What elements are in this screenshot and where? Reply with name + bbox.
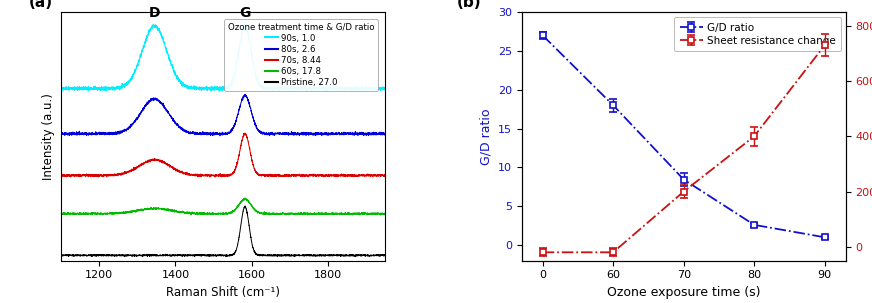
- 90s, 1.0: [214, 89, 224, 93]
- Line: Pristine, 27.0: Pristine, 27.0: [61, 206, 385, 257]
- Pristine, 27.0: [194, 253, 205, 257]
- Pristine, 27.0: [380, 253, 391, 257]
- 90s, 1.0: [380, 88, 391, 92]
- Pristine, 27.0: [92, 253, 103, 257]
- Pristine, 27.0: [240, 204, 250, 208]
- 90s, 1.0: [148, 22, 159, 26]
- 70s, 8.44: [240, 131, 250, 135]
- Line: 60s, 17.8: 60s, 17.8: [61, 198, 385, 215]
- 70s, 8.44: [374, 174, 385, 177]
- 80s, 2.6: [92, 132, 103, 135]
- 90s, 1.0: [181, 85, 191, 88]
- Line: 90s, 1.0: 90s, 1.0: [61, 24, 385, 91]
- Y-axis label: G/D ratio: G/D ratio: [479, 108, 492, 165]
- 90s, 1.0: [112, 85, 122, 88]
- Y-axis label: Intensity (a.u.): Intensity (a.u.): [43, 93, 56, 180]
- Text: (b): (b): [457, 0, 481, 10]
- Pristine, 27.0: [374, 254, 385, 258]
- 80s, 2.6: [239, 93, 249, 96]
- Text: D: D: [149, 6, 160, 20]
- 70s, 8.44: [92, 173, 103, 177]
- 80s, 2.6: [215, 134, 225, 138]
- Line: 70s, 8.44: 70s, 8.44: [61, 133, 385, 177]
- 60s, 17.8: [375, 213, 385, 217]
- 70s, 8.44: [204, 175, 215, 179]
- X-axis label: Ozone exposure time (s): Ozone exposure time (s): [607, 286, 760, 299]
- 60s, 17.8: [339, 212, 350, 216]
- 70s, 8.44: [112, 173, 122, 176]
- Pristine, 27.0: [339, 254, 350, 258]
- 80s, 2.6: [181, 130, 191, 133]
- 90s, 1.0: [56, 85, 66, 89]
- 90s, 1.0: [92, 87, 103, 91]
- 80s, 2.6: [56, 132, 66, 136]
- 80s, 2.6: [112, 131, 122, 135]
- 70s, 8.44: [181, 172, 191, 175]
- Pristine, 27.0: [181, 254, 191, 257]
- Text: (a): (a): [29, 0, 52, 10]
- Pristine, 27.0: [112, 254, 122, 257]
- 60s, 17.8: [374, 212, 385, 216]
- 60s, 17.8: [92, 212, 103, 216]
- 90s, 1.0: [339, 86, 350, 90]
- Pristine, 27.0: [272, 255, 283, 258]
- 60s, 17.8: [194, 212, 205, 216]
- Line: 80s, 2.6: 80s, 2.6: [61, 95, 385, 136]
- 60s, 17.8: [181, 210, 191, 214]
- 60s, 17.8: [239, 196, 249, 200]
- Legend: G/D ratio, Sheet resistance change: G/D ratio, Sheet resistance change: [674, 17, 841, 51]
- 60s, 17.8: [380, 213, 391, 216]
- 80s, 2.6: [380, 132, 391, 136]
- Text: G: G: [239, 6, 250, 20]
- 70s, 8.44: [56, 173, 66, 176]
- 60s, 17.8: [56, 212, 66, 215]
- 80s, 2.6: [374, 133, 385, 136]
- X-axis label: Raman Shift (cm⁻¹): Raman Shift (cm⁻¹): [167, 286, 280, 299]
- Legend: 90s, 1.0, 80s, 2.6, 70s, 8.44, 60s, 17.8, Pristine, 27.0: 90s, 1.0, 80s, 2.6, 70s, 8.44, 60s, 17.8…: [224, 19, 378, 91]
- 70s, 8.44: [339, 175, 350, 178]
- 70s, 8.44: [380, 174, 391, 178]
- 60s, 17.8: [112, 211, 122, 215]
- 90s, 1.0: [374, 86, 385, 90]
- 90s, 1.0: [194, 87, 205, 90]
- Pristine, 27.0: [56, 253, 66, 257]
- 80s, 2.6: [194, 132, 205, 135]
- 70s, 8.44: [194, 174, 205, 178]
- 80s, 2.6: [339, 132, 350, 136]
